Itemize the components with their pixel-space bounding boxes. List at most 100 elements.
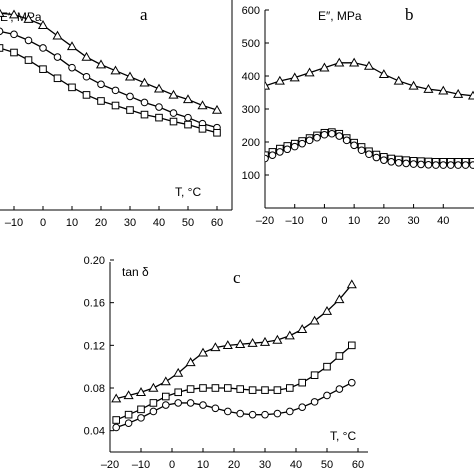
panel-b-xtick-label: 20 [378, 215, 390, 227]
panel-b-circle-point [432, 161, 440, 169]
panel-c-square-point [298, 378, 306, 387]
panel-b-circle-point [454, 161, 462, 169]
panel-c-circle-point [174, 399, 182, 407]
panel-c: c tan δ T, °C –20 –10 0 10 20 30 40 50 60 0.20 0.1… [84, 255, 368, 471]
panel-b-circle-point [365, 150, 373, 159]
panel-c-square-point [112, 416, 121, 424]
panel-c-square-point [286, 384, 294, 392]
panel-b-plot [265, 57, 474, 169]
panel-a-triangle-point [23, 13, 34, 23]
panel-b-circle-point [446, 161, 455, 169]
panel-a-triangle-point [197, 100, 208, 110]
panel-a-square-point [82, 91, 91, 99]
panel-c-square-point [335, 352, 344, 360]
panel-b-circle-point [298, 139, 306, 148]
panel-c-circle-point [124, 419, 133, 428]
panel-c-circle-point [335, 385, 344, 393]
panel-b-xtick-label: –20 [256, 215, 274, 227]
panel-b-xtick-label: 10 [348, 215, 360, 227]
panel-b-circle-point [268, 151, 277, 159]
panel-c-xtick-label: 20 [228, 459, 240, 471]
panel-b-circle-point [335, 132, 344, 140]
panel-b-triangle-point [453, 88, 464, 98]
panel-a-triangle-point [211, 104, 223, 114]
panel-a-x-ticks: –10 0 10 20 30 40 50 60 [5, 206, 223, 229]
panel-a: a E′, MPa T, °C –10 0 10 20 30 40 50 60 [0, 0, 233, 229]
panel-a-square-point [10, 48, 18, 57]
panel-c-triangle-point [185, 357, 196, 367]
panel-b-triangle-point [319, 62, 330, 72]
panel-a-label: a [140, 5, 148, 24]
panel-c-ytick-label: 0.16 [84, 298, 105, 310]
panel-a-square-point [155, 113, 163, 122]
panel-c-circle-point [149, 407, 158, 416]
panel-b-ytick-label: 100 [242, 170, 260, 182]
panel-c-triangle-point [297, 324, 308, 334]
panel-a-series-circle-line [0, 30, 218, 129]
panel-c-triangle-point [247, 337, 258, 347]
panel-c-square-point [348, 341, 356, 350]
panel-c-label: c [233, 268, 241, 287]
panel-a-circle-point [82, 72, 91, 81]
panel-b-triangle-point [304, 67, 315, 77]
panel-c-ticks: –20 –10 0 10 20 30 40 50 60 0.20 0.16 0.12 0.08 0.04 [84, 255, 365, 471]
panel-c-square-point [236, 385, 244, 393]
panel-a-triangle-point [110, 65, 121, 75]
panel-c-circle-point [211, 404, 220, 413]
panel-b-xtick-label: –10 [286, 215, 304, 227]
panel-b-circle-point [290, 142, 299, 151]
panel-b-ytick-label: 500 [242, 38, 260, 50]
panel-a-triangle-point [52, 30, 63, 40]
panel-a-xtick-label: 20 [95, 217, 107, 229]
panel-a-square-point [39, 65, 47, 73]
panel-c-square-point [310, 371, 319, 379]
panel-a-triangle-point [66, 41, 78, 51]
panel-b-circle-point [283, 145, 292, 154]
panel-c-triangle-point [160, 376, 171, 386]
panel-c-triangle-point [284, 330, 295, 340]
panel-b-triangle-point [289, 72, 300, 82]
panel-c-square-point [162, 392, 170, 401]
panel-b-triangle-point [265, 80, 271, 90]
panel-c-circle-point [286, 407, 294, 416]
panel-b-ytick-label: 600 [242, 5, 260, 17]
panel-c-circle-point [310, 398, 319, 406]
panel-a-circle-point [0, 27, 4, 36]
panel-c-y-label: tan δ [122, 265, 149, 279]
panel-c-triangle-point [173, 367, 184, 377]
panel-b-triangle-point [393, 75, 404, 85]
panel-b-circle-point [276, 148, 284, 156]
panel-c-triangle-point [346, 279, 357, 289]
panel-a-triangle-point [95, 59, 107, 69]
panel-b-circle-point [313, 133, 321, 142]
panel-b-xtick-label: 30 [407, 215, 419, 227]
panel-a-triangle-point [168, 89, 179, 99]
panel-c-xtick-label: –20 [101, 459, 119, 471]
panel-b-triangle-point [349, 57, 360, 67]
panel-b-triangle-point [363, 60, 375, 70]
panel-c-square-point [224, 384, 232, 392]
panel-c-xtick-label: 10 [197, 459, 209, 471]
panel-c-triangle-point [334, 294, 345, 304]
panel-b-circle-point [320, 130, 329, 139]
panel-a-square-point [169, 117, 178, 126]
panel-a-triangle-point [182, 94, 194, 104]
panel-c-ytick-label: 0.04 [84, 426, 105, 438]
panel-c-triangle-point [210, 342, 221, 352]
panel-b-circle-point [469, 161, 474, 169]
panel-c-circle-point [236, 409, 244, 418]
panel-a-square-point [53, 74, 62, 83]
panel-c-circle-point [261, 410, 269, 419]
panel-a-circle-point [184, 113, 192, 122]
panel-c-square-point [137, 405, 145, 414]
panel-b-circle-point [439, 161, 448, 169]
panel-c-xtick-label: –10 [132, 459, 150, 471]
panel-b-triangle-point [467, 90, 474, 100]
panel-c-triangle-point [235, 339, 246, 348]
panel-b-triangle-point [438, 85, 449, 95]
panel-c-circle-point [323, 391, 331, 400]
panel-c-xtick-label: 30 [259, 459, 271, 471]
panel-c-triangle-point [135, 387, 147, 396]
panel-b-triangle-point [423, 83, 434, 93]
